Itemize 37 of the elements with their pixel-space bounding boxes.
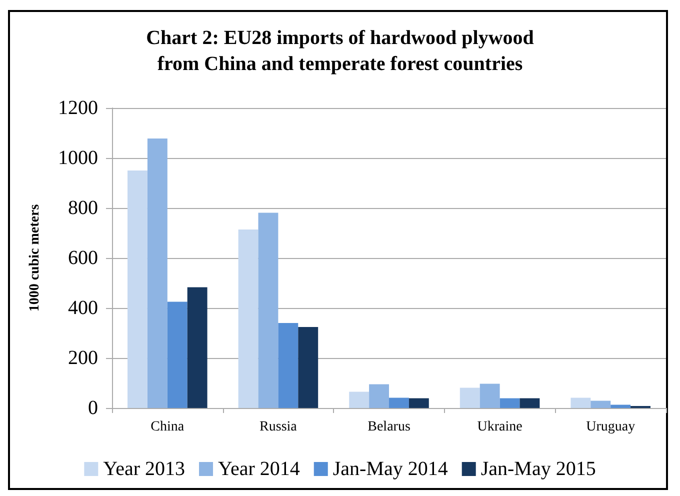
x-tick-label: Ukraine [477,420,522,434]
bar [167,302,188,408]
legend-label: Year 2013 [103,458,186,480]
y-tick-label: 0 [88,397,98,419]
legend-label: Year 2014 [218,458,300,480]
bar [278,323,298,408]
bar [298,327,318,408]
y-tick-label: 1200 [58,97,98,119]
y-tick-label: 400 [68,297,98,319]
bar [258,212,278,408]
bar [610,404,631,408]
y-tick-label: 1000 [58,147,98,169]
bar [520,398,540,408]
y-tick-label: 200 [68,347,98,369]
y-tick-label: 800 [68,197,98,219]
x-tick-label: Uruguay [586,420,636,434]
y-tick-label: 600 [68,247,98,269]
y-axis-title: 1000 cubic meters [28,204,42,312]
bar [570,398,591,408]
bar [147,138,168,408]
bar [238,230,258,408]
bar [187,287,208,408]
x-tick-label: Belarus [368,420,410,434]
bar [500,398,520,408]
bar [369,384,389,408]
bar [408,398,429,408]
bar [349,392,370,408]
x-tick-label: China [150,420,185,434]
chart-title: Chart 2: EU28 imports of hardwood plywood from China and temperate forest countries [146,27,534,75]
x-tick-label: Russia [260,420,298,434]
bar [128,170,148,408]
bar [460,388,480,408]
bar [480,384,500,408]
legend-label: Jan-May 2014 [332,458,448,480]
bar [590,400,611,408]
bar [389,398,409,408]
legend-label: Jan-May 2015 [480,458,596,480]
